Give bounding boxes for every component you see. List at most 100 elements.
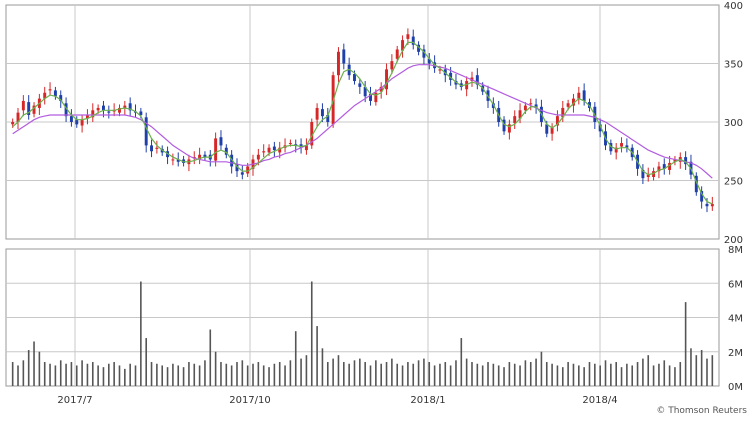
candlestick — [27, 95, 31, 120]
candlestick — [529, 98, 533, 111]
candle-body — [150, 145, 154, 152]
candlestick — [561, 100, 565, 122]
candle-body — [620, 143, 624, 147]
date-tick-label: 2018/4 — [582, 395, 617, 406]
candlestick — [107, 105, 111, 119]
candle-body — [262, 151, 266, 153]
candle-body — [176, 159, 180, 162]
candle-body — [16, 112, 20, 122]
candle-body — [385, 69, 389, 90]
candlestick — [230, 150, 234, 174]
candlestick — [379, 82, 383, 99]
candle-body — [235, 164, 239, 172]
candle-body — [657, 166, 661, 172]
candlestick — [684, 151, 688, 170]
candle-body — [438, 69, 442, 71]
candlestick — [315, 103, 319, 127]
candlestick — [555, 110, 559, 132]
candle-body — [625, 145, 629, 148]
price-tick-label: 400 — [724, 1, 743, 12]
candlestick — [144, 112, 148, 153]
candle-body — [240, 172, 244, 175]
volume-tick-label: 0M — [728, 382, 743, 393]
candle-body — [358, 83, 362, 87]
candlestick — [320, 103, 324, 122]
date-tick-label: 2017/10 — [229, 395, 271, 406]
candle-body — [203, 154, 207, 158]
candlestick — [395, 45, 399, 63]
candle-body — [246, 166, 250, 174]
candlestick — [550, 123, 554, 141]
candle-body — [101, 105, 105, 111]
candle-body — [353, 74, 356, 82]
candlestick — [203, 151, 207, 161]
candlestick — [219, 130, 223, 151]
candlestick — [502, 116, 506, 135]
candle-body — [75, 119, 79, 125]
candle-body — [668, 162, 672, 170]
date-tick-label: 2018/1 — [410, 395, 445, 406]
candlestick — [310, 118, 314, 149]
candlestick — [507, 119, 511, 140]
candle-body — [118, 107, 121, 113]
candle-body — [85, 114, 89, 119]
candle-body — [614, 147, 618, 153]
candlestick — [475, 68, 479, 90]
short-moving-average-line — [12, 41, 713, 205]
candle-body — [96, 107, 100, 111]
volume-bar-series — [11, 281, 714, 386]
candlestick — [662, 158, 666, 175]
candle-body — [475, 75, 479, 85]
candle-body — [21, 100, 25, 111]
candle-body — [529, 103, 533, 105]
candle-body — [128, 103, 132, 111]
candlestick — [598, 118, 602, 138]
candlestick — [390, 54, 394, 75]
date-axis-labels: 2017/7 2017/10 2018/1 2018/4 — [57, 395, 617, 406]
candle-body — [507, 124, 511, 133]
candlestick — [358, 78, 362, 94]
candle-body — [69, 116, 73, 122]
candle-body — [662, 164, 666, 169]
source-credit: © Thomson Reuters — [656, 406, 747, 416]
candle-body — [401, 40, 405, 51]
candle-body — [427, 58, 431, 64]
candlestick — [710, 196, 714, 211]
candle-body — [379, 86, 383, 92]
candlestick — [369, 86, 372, 106]
candle-body — [673, 159, 677, 162]
candle-body — [417, 44, 421, 52]
candlestick — [240, 165, 244, 180]
candle-body — [64, 103, 68, 117]
candlestick — [577, 86, 581, 105]
price-tick-label: 200 — [724, 235, 743, 246]
price-tick-label: 350 — [724, 60, 743, 71]
candlestick — [385, 63, 389, 96]
candlestick — [235, 158, 239, 177]
candle-body — [53, 90, 57, 97]
candle-body — [523, 105, 527, 111]
candle-body — [320, 109, 324, 117]
candle-body — [198, 154, 202, 160]
candle-body — [710, 203, 714, 207]
candle-body — [310, 122, 314, 146]
candlestick — [118, 104, 121, 117]
candlestick — [582, 83, 586, 106]
candlestick — [80, 114, 84, 133]
candle-body — [449, 72, 453, 80]
candlestick — [326, 107, 330, 127]
candle-body — [700, 191, 704, 202]
candlestick — [705, 198, 709, 213]
candle-body — [80, 119, 84, 126]
candle-body — [288, 143, 292, 145]
candle-body — [171, 159, 175, 161]
volume-tick-label: 6M — [728, 279, 743, 290]
candlestick — [64, 97, 68, 122]
moving-average-lines — [12, 41, 713, 205]
candle-body — [326, 114, 330, 122]
candle-body — [256, 154, 260, 160]
volume-tick-label: 8M — [728, 245, 743, 256]
candle-body — [555, 116, 559, 126]
candle-body — [646, 174, 650, 177]
candle-body — [214, 138, 218, 161]
